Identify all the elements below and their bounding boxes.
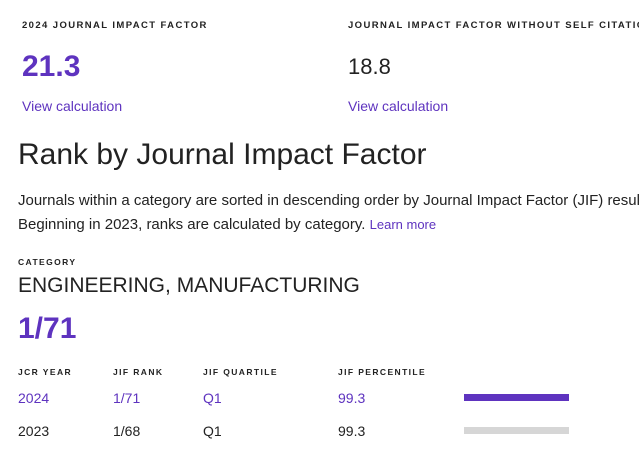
table-cell: 2023 xyxy=(18,423,50,439)
learn-more-link[interactable]: Learn more xyxy=(369,217,437,232)
metric-label: 2024 JOURNAL IMPACT FACTOR xyxy=(22,20,208,31)
table-header: JCR YEAR xyxy=(18,367,73,377)
description-text: Beginning in 2023, ranks are calculated … xyxy=(18,216,366,233)
table-cell: Q1 xyxy=(203,423,222,439)
table-header: JIF RANK xyxy=(113,367,164,377)
description: Journals within a category are sorted in… xyxy=(18,192,639,209)
section-title: Rank by Journal Impact Factor xyxy=(18,138,427,171)
category-name: ENGINEERING, MANUFACTURING xyxy=(18,274,360,297)
table-cell: 1/71 xyxy=(113,390,141,406)
category-label: CATEGORY xyxy=(18,257,77,267)
percentile-track xyxy=(464,427,570,434)
table-header: JIF PERCENTILE xyxy=(338,367,427,377)
metric-label: JOURNAL IMPACT FACTOR WITHOUT SELF CITAT… xyxy=(348,20,639,31)
table-cell: 99.3 xyxy=(338,423,366,439)
percentile-bar xyxy=(464,394,570,401)
percentile-track xyxy=(464,394,570,401)
table-cell: 99.3 xyxy=(338,390,366,406)
table-cell: 2024 xyxy=(18,390,50,406)
category-rank: 1/71 xyxy=(18,312,77,345)
view-calculation-link[interactable]: View calculation xyxy=(348,98,449,114)
view-calculation-link[interactable]: View calculation xyxy=(22,98,123,114)
description: Beginning in 2023, ranks are calculated … xyxy=(18,217,436,232)
table-cell: 1/68 xyxy=(113,423,141,439)
metric-value: 21.3 xyxy=(22,50,81,83)
percentile-bar xyxy=(464,427,570,434)
table-cell: Q1 xyxy=(203,390,222,406)
metric-value: 18.8 xyxy=(348,54,391,79)
table-header: JIF QUARTILE xyxy=(203,367,278,377)
